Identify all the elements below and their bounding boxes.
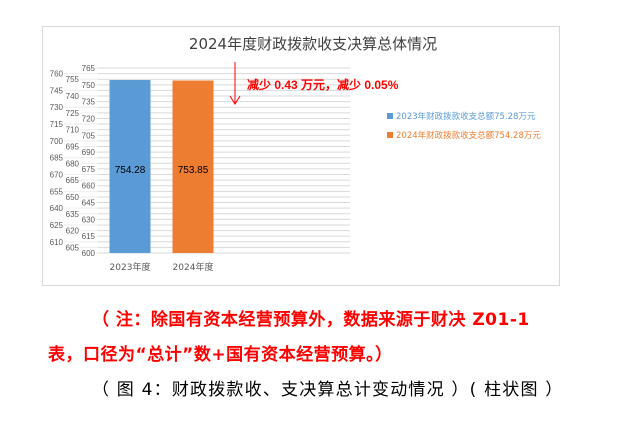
x-tick-label: 2024年度 [173,261,214,273]
bars: 754.28 753.85 [109,80,214,253]
figure-caption: （ 图 4：财政拨款收、支决算总计变动情况 ）( 柱状图 ） [92,380,564,400]
y-tick-label: 660 [82,182,96,191]
y-tick-label: 655 [50,187,64,196]
legend-swatch [387,113,393,119]
y-tick-label: 690 [82,148,96,157]
y-axis-ticks: 6006056106156206256306356406456506556606… [50,64,96,258]
y-tick-label: 620 [66,227,80,236]
legend-label: 2023年财政拨款收支总额75.28万元 [396,111,536,122]
data-label: 754.28 [115,165,146,176]
y-tick-label: 685 [50,154,64,163]
y-tick-label: 750 [82,81,96,90]
y-tick-label: 605 [66,243,80,252]
note-line-1: （ 注：除国有资本经营预算外，数据来源于财决 Z01-1 [92,310,530,330]
y-tick-label: 625 [50,221,64,230]
y-tick-label: 650 [66,193,80,202]
bar-2023年度 [109,80,151,253]
y-tick-label: 730 [50,103,64,112]
y-tick-label: 715 [50,120,64,129]
y-tick-label: 740 [66,92,80,101]
data-label: 753.85 [178,165,209,176]
y-tick-label: 735 [82,98,96,107]
legend-label: 2024年财政拨款收支总额754.28万元 [396,130,541,141]
y-tick-label: 615 [82,232,96,241]
y-tick-label: 710 [66,126,80,135]
y-tick-label: 765 [82,64,96,73]
y-tick-label: 635 [66,210,80,219]
y-tick-label: 680 [66,159,80,168]
y-tick-label: 700 [50,137,64,146]
y-tick-label: 600 [82,249,96,258]
note-line-2: 表，口径为“总计”数+国有资本经营预算。） [48,345,393,365]
x-axis-ticks: 2023年度 2024年度 [110,261,214,273]
y-tick-label: 755 [66,75,80,84]
change-annotation: 减少 0.43 万元，减少 0.05% [247,77,399,92]
y-tick-label: 670 [50,171,64,180]
legend: 2023年财政拨款收支总额75.28万元 2024年财政拨款收支总额754.28万… [387,111,541,141]
y-tick-label: 695 [66,142,80,151]
y-tick-label: 720 [82,114,96,123]
legend-swatch [387,132,393,138]
y-tick-label: 610 [50,238,64,247]
y-tick-label: 645 [82,199,96,208]
y-tick-label: 675 [82,165,96,174]
chart-title: 2024年度财政拨款收支决算总体情况 [189,35,437,53]
y-tick-label: 705 [82,131,96,140]
y-tick-label: 760 [50,70,64,79]
y-tick-label: 745 [50,86,64,95]
y-tick-label: 665 [66,176,80,185]
y-tick-label: 725 [66,109,80,118]
y-tick-label: 630 [82,215,96,224]
y-tick-label: 640 [50,204,64,213]
bar-2024年度 [172,80,214,253]
x-tick-label: 2023年度 [110,261,151,273]
down-arrow-icon [229,62,241,105]
